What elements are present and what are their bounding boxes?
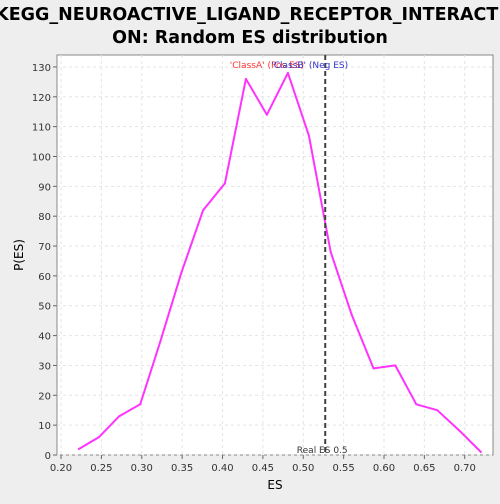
x-axis-label: ES bbox=[267, 478, 282, 492]
distribution-line bbox=[78, 71, 482, 453]
x-tick-label: 0.30 bbox=[131, 463, 153, 474]
y-tick-label: 90 bbox=[38, 182, 51, 193]
distribution-point bbox=[139, 403, 142, 406]
real-es-layer: Real ES 0.5 'ClassA' (Pos ES)'ClassB' (Ne… bbox=[230, 55, 348, 456]
distribution-point bbox=[180, 271, 183, 274]
y-tick-label: 110 bbox=[32, 123, 51, 134]
distribution-point bbox=[415, 403, 418, 406]
distribution-point bbox=[350, 313, 353, 316]
y-tick-label: 80 bbox=[38, 212, 51, 223]
y-tick-label: 50 bbox=[38, 302, 51, 313]
y-tick-label: 130 bbox=[32, 63, 51, 74]
x-tick-label: 0.50 bbox=[292, 463, 314, 474]
x-tick-label: 0.20 bbox=[50, 463, 72, 474]
y-tick-label: 70 bbox=[38, 242, 51, 253]
x-tick-label: 0.45 bbox=[252, 463, 274, 474]
y-tick-label: 30 bbox=[38, 361, 51, 372]
distribution-point bbox=[329, 251, 332, 254]
distribution-point bbox=[394, 364, 397, 367]
distribution-point bbox=[436, 409, 439, 412]
x-tick-label: 0.60 bbox=[373, 463, 395, 474]
x-tick-label: 0.55 bbox=[332, 463, 354, 474]
x-tick-label: 0.35 bbox=[171, 463, 193, 474]
distribution-point bbox=[307, 134, 310, 137]
series-layer bbox=[77, 71, 482, 454]
y-tick-label: 10 bbox=[38, 421, 51, 432]
y-axis-label: P(ES) bbox=[12, 239, 26, 271]
distribution-point bbox=[202, 209, 205, 212]
y-tick-label: 100 bbox=[32, 152, 51, 163]
distribution-point bbox=[97, 436, 100, 439]
x-tick-label: 0.65 bbox=[413, 463, 435, 474]
y-tick-label: 20 bbox=[38, 391, 51, 402]
distribution-point bbox=[77, 448, 80, 451]
y-tick-label: 120 bbox=[32, 93, 51, 104]
distribution-point bbox=[458, 430, 461, 433]
chart-title-line2: ON: Random ES distribution bbox=[112, 28, 388, 48]
x-tick-label: 0.40 bbox=[211, 463, 233, 474]
plot-area bbox=[56, 54, 494, 456]
class-annotation: 'ClassB' (Neg ES) bbox=[271, 61, 348, 71]
y-tick-label: 60 bbox=[38, 272, 51, 283]
distribution-point bbox=[372, 367, 375, 370]
distribution-point bbox=[286, 71, 289, 74]
x-tick-label: 0.25 bbox=[90, 463, 112, 474]
x-tick-label: 0.70 bbox=[454, 463, 476, 474]
class-annotation: 'ClassA' (Pos ES) bbox=[230, 61, 304, 71]
chart-title-line1: KEGG_NEUROACTIVE_LIGAND_RECEPTOR_INTERAC… bbox=[0, 5, 500, 25]
real-es-label: Real ES 0.5 bbox=[297, 446, 348, 456]
distribution-point bbox=[479, 451, 482, 454]
y-tick-label: 40 bbox=[38, 332, 51, 343]
distribution-point bbox=[118, 415, 121, 418]
distribution-point bbox=[159, 340, 162, 343]
axes: 0 10 20 30 40 50 60 70 80 90 100 110 120 130 0.20 0.25 0… bbox=[32, 63, 476, 474]
distribution-point bbox=[244, 77, 247, 80]
distribution-point bbox=[223, 182, 226, 185]
distribution-point bbox=[265, 113, 268, 116]
y-tick-label: 0 bbox=[45, 451, 51, 462]
